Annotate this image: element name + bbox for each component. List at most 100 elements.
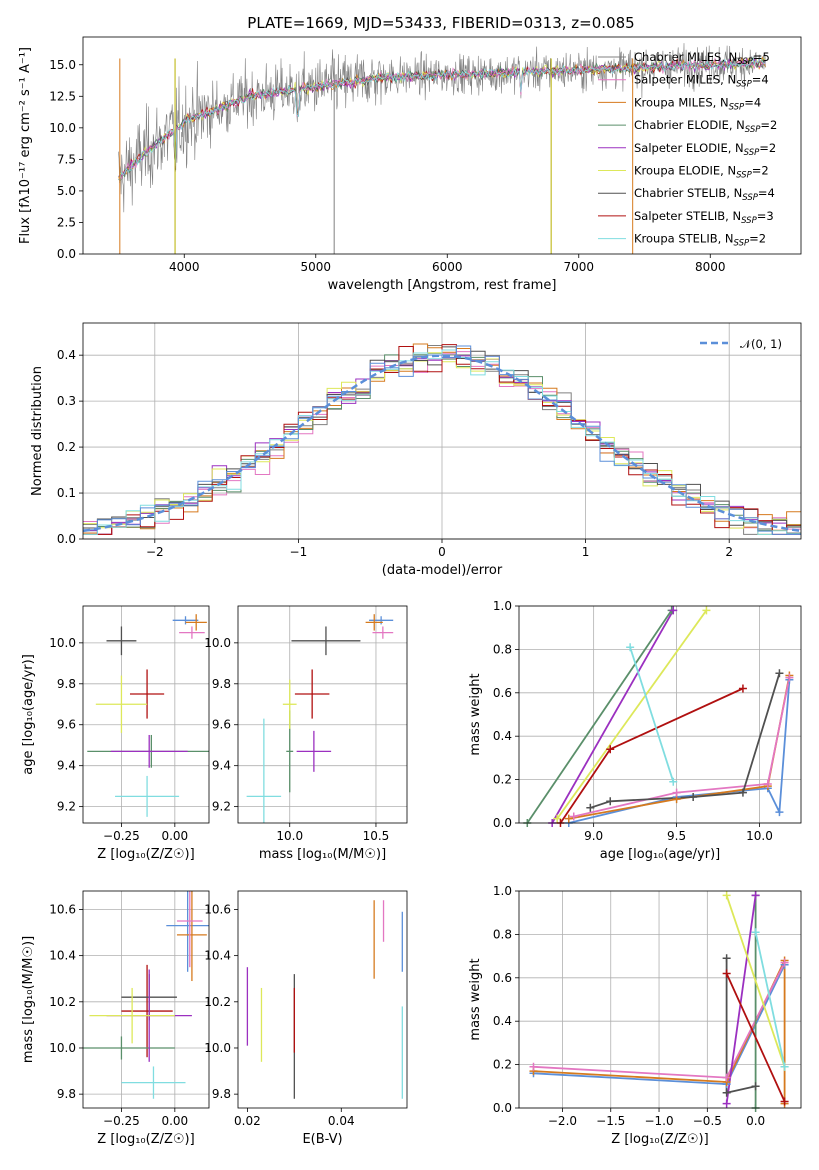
x-tick-label: 0.0 [746, 1114, 765, 1128]
y-tick-label: 0.6 [493, 971, 512, 985]
y-tick-label: 9.8 [212, 1087, 231, 1101]
y-tick-label: 1.0 [493, 599, 512, 613]
x-tick-label: 0 [438, 545, 446, 559]
y-tick-label: 0.0 [493, 1101, 512, 1115]
x-axis-label: (data-model)/error [382, 563, 503, 578]
y-tick-label: 0.3 [57, 394, 76, 408]
y-tick-label: 0.4 [57, 348, 76, 362]
x-tick-label: −2.0 [548, 1114, 577, 1128]
plot-area [83, 343, 801, 535]
panel-age_vs_Z: −0.25 0.00 9.2 9.4 9.6 9.8 10.0 Z [log₁₀(Z/Z☉)]… [21, 605, 210, 862]
x-tick-label: −2 [146, 545, 164, 559]
plus-marker [785, 673, 794, 682]
x-tick-label: −0.25 [103, 829, 140, 843]
legend-nssp-prefix: , N [726, 186, 742, 200]
legend-label: Kroupa MILES, NSSP=4 [634, 95, 761, 112]
plus-marker [775, 669, 784, 678]
normal-legend-label: 𝒩(0, 1) [740, 337, 782, 351]
y-tick-label: 9.8 [57, 1087, 76, 1101]
spectrum-data-line [118, 43, 766, 213]
x-tick-label: −0.25 [103, 1114, 140, 1128]
y-tick-label: 10.0 [204, 636, 231, 650]
plus-marker [751, 1082, 760, 1091]
axes-frame [518, 605, 802, 824]
legend-label: Kroupa STELIB, NSSP=2 [634, 232, 766, 249]
legend-model-name: Salpeter ELODIE [634, 141, 728, 155]
y-tick-label: 10.0 [49, 121, 76, 135]
series-line-7 [725, 973, 786, 1102]
plus-marker [569, 812, 578, 821]
x-tick-label: 10.0 [746, 829, 773, 843]
y-tick-label: 0.2 [493, 1058, 512, 1072]
legend-nssp-subscript: SSP [742, 193, 758, 203]
x-axis-label: E(B-V) [302, 1132, 342, 1147]
series-line-4 [551, 609, 675, 823]
plus-marker [751, 891, 760, 900]
x-tick-label: 1 [582, 545, 590, 559]
plot-area [526, 609, 791, 823]
legend-nssp-value: =5 [753, 50, 770, 64]
plus-marker [722, 969, 731, 978]
legend-nssp-prefix: , N [725, 209, 741, 223]
y-tick-label: 0.4 [493, 1014, 512, 1028]
y-tick-label: 9.8 [57, 677, 76, 691]
plus-marker [553, 814, 562, 823]
axes-frame [82, 605, 210, 824]
plus-marker [689, 792, 698, 801]
y-axis-label: mass weight [468, 673, 483, 755]
axes-frame [237, 605, 408, 824]
y-tick-label: 0.8 [493, 642, 512, 656]
y-tick-label: 10.0 [49, 1041, 76, 1055]
plot-area [87, 614, 209, 817]
series-line-5 [725, 895, 786, 1068]
panel-mass_vs_ebv: 0.02 0.04 9.8 10.0 10.2 10.4 10.6 E(B-V) [204, 890, 408, 1147]
panel-residuals: −2 −1 0 1 2 0.0 0.1 0.2 0.3 0.4 (data-model)/error… [30, 322, 802, 578]
figure-title: PLATE=1669, MJD=53433, FIBERID=0313, z=0… [247, 14, 634, 32]
model-line-5 [118, 57, 766, 177]
plus-marker [763, 779, 772, 788]
panel-mass_weight_vs_Z: −2.0 −1.5 −1.0 −0.5 0.0 0.0 0.2 0.4 0.6 0.8 1.0 Z [… [468, 884, 802, 1147]
plot-area [246, 614, 394, 823]
legend-nssp-subscript: SSP [744, 148, 760, 158]
legend-nssp-value: =4 [744, 95, 761, 109]
x-tick-label: 9.5 [667, 829, 686, 843]
legend-nssp-subscript: SSP [729, 102, 745, 112]
x-axis-label: Z [log₁₀(Z/Z☉)] [611, 1132, 708, 1147]
legend-label: Salpeter STELIB, NSSP=3 [634, 209, 774, 226]
series-line-3 [526, 609, 673, 823]
plus-marker [722, 891, 731, 900]
plot-area [83, 891, 209, 1099]
x-tick-label: −1 [290, 545, 308, 559]
plus-marker [606, 797, 615, 806]
y-tick-label: 0.8 [493, 927, 512, 941]
y-tick-label: 9.2 [212, 800, 231, 814]
histogram-step-8 [83, 349, 801, 535]
y-tick-label: 10.6 [204, 902, 231, 916]
legend-nssp-prefix: , N [721, 50, 737, 64]
panels: 4000 5000 6000 7000 80000.02.55.07.510.012.5… [18, 36, 802, 1147]
plus-marker [722, 1073, 731, 1082]
x-tick-label: 0.00 [161, 1114, 188, 1128]
panel-age_vs_mass: 10.0 10.5 9.2 9.4 9.6 9.8 10.0 mass [log₁₀(M/M☉… [204, 605, 408, 862]
y-tick-label: 0.1 [57, 486, 76, 500]
x-tick-label: 0.04 [328, 1114, 355, 1128]
legend-nssp-value: =2 [752, 164, 769, 178]
plus-marker [626, 643, 635, 652]
y-tick-label: 0.0 [57, 247, 76, 261]
legend-nssp-subscript: SSP [745, 125, 761, 135]
y-axis-label: Flux [fλ10⁻¹⁷ erg cm⁻² s⁻¹ A⁻¹] [18, 47, 33, 244]
series-line-5 [556, 609, 708, 820]
legend-nssp-prefix: , N [720, 164, 736, 178]
plus-marker [669, 777, 678, 786]
x-tick-label: 0.00 [161, 829, 188, 843]
y-tick-label: 9.4 [212, 759, 231, 773]
plus-marker [669, 606, 678, 615]
legend-nssp-subscript: SSP [737, 57, 753, 67]
plus-marker [672, 788, 681, 797]
plus-marker [586, 803, 595, 812]
legend-nssp-value: =2 [749, 232, 766, 246]
y-tick-label: 10.4 [49, 949, 76, 963]
legend-nssp-subscript: SSP [736, 80, 752, 90]
y-tick-label: 7.5 [57, 152, 76, 166]
legend-nssp-prefix: , N [720, 73, 736, 87]
